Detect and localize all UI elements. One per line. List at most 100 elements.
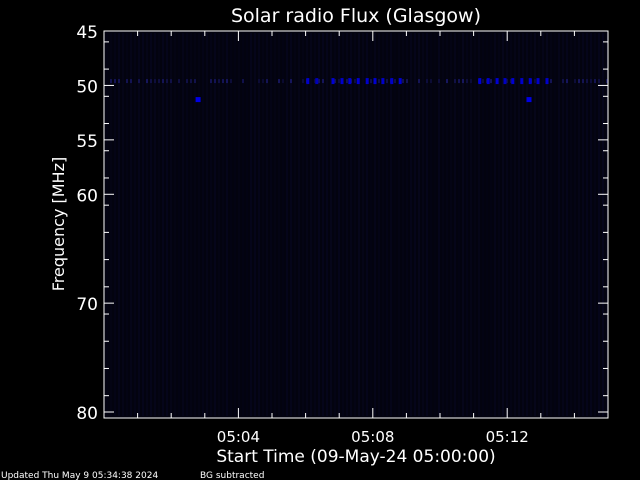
- noise-dot: [138, 79, 140, 84]
- noise-column: [374, 33, 376, 416]
- noise-column: [126, 33, 128, 416]
- noise-dot: [130, 79, 132, 84]
- burst-point: [306, 78, 310, 85]
- burst-point: [528, 78, 532, 85]
- noise-column: [586, 33, 588, 416]
- noise-column: [394, 33, 396, 416]
- noise-column: [422, 33, 424, 416]
- noise-column: [270, 33, 272, 416]
- noise-dot: [402, 79, 404, 84]
- noise-column: [266, 33, 268, 416]
- noise-dot: [462, 79, 464, 84]
- noise-column: [362, 33, 364, 416]
- noise-dot: [430, 79, 432, 84]
- noise-column: [554, 33, 556, 416]
- noise-column: [118, 33, 120, 416]
- noise-column: [594, 33, 596, 416]
- noise-column: [222, 33, 224, 416]
- noise-dot: [346, 79, 348, 84]
- noise-dot: [470, 79, 472, 84]
- noise-dot: [574, 79, 576, 84]
- noise-dot: [566, 79, 568, 84]
- noise-dot: [302, 79, 304, 84]
- burst-point: [390, 78, 394, 85]
- bg-subtracted-note: BG subtracted: [200, 471, 264, 480]
- noise-dot: [170, 79, 172, 84]
- noise-column: [582, 33, 584, 416]
- noise-column: [606, 33, 608, 416]
- noise-dot: [278, 79, 280, 84]
- noise-column: [382, 33, 384, 416]
- burst-point: [526, 97, 532, 103]
- burst-point: [315, 78, 319, 85]
- noise-column: [190, 33, 192, 416]
- y-axis-label: Frequency [MHz]: [49, 157, 68, 291]
- noise-column: [146, 33, 148, 416]
- noise-column: [386, 33, 388, 416]
- burst-point: [348, 78, 352, 85]
- noise-column: [566, 33, 568, 416]
- noise-column: [262, 33, 264, 416]
- noise-column: [510, 33, 512, 416]
- y-tick-label: 50: [76, 77, 98, 97]
- noise-dot: [282, 79, 284, 84]
- noise-column: [402, 33, 404, 416]
- noise-dot: [534, 79, 536, 84]
- background-noise: [104, 31, 608, 418]
- noise-dot: [226, 79, 228, 84]
- noise-column: [278, 33, 280, 416]
- noise-column: [210, 33, 212, 416]
- noise-column: [182, 33, 184, 416]
- burst-point: [536, 78, 540, 85]
- noise-column: [598, 33, 600, 416]
- noise-column: [454, 33, 456, 416]
- axis-ticks: 05:04 05:08 05:12 45 50 55 60 70 80: [76, 23, 608, 446]
- burst-point: [340, 78, 344, 85]
- noise-column: [310, 33, 312, 416]
- noise-column: [378, 33, 380, 416]
- burst-point: [331, 78, 335, 85]
- noise-dot: [114, 79, 116, 84]
- noise-column: [490, 33, 492, 416]
- noise-column: [546, 33, 548, 416]
- noise-dot: [606, 79, 608, 84]
- noise-column: [390, 33, 392, 416]
- noise-column: [466, 33, 468, 416]
- noise-column: [194, 33, 196, 416]
- x-tick-label: 05:12: [486, 428, 529, 446]
- y-tick-label: 55: [76, 132, 98, 152]
- noise-dot: [222, 79, 224, 84]
- noise-dot: [334, 79, 336, 84]
- noise-column: [526, 33, 528, 416]
- noise-column: [226, 33, 228, 416]
- noise-dot: [290, 79, 292, 84]
- noise-column: [558, 33, 560, 416]
- noise-dot: [582, 79, 584, 84]
- noise-dot: [386, 79, 388, 84]
- noise-dot: [406, 79, 408, 84]
- noise-dot: [118, 79, 120, 84]
- noise-column: [174, 33, 176, 416]
- noise-column: [574, 33, 576, 416]
- noise-dot: [210, 79, 212, 84]
- noise-column: [150, 33, 152, 416]
- noise-dot: [394, 79, 396, 84]
- noise-dot: [594, 79, 596, 84]
- noise-column: [350, 33, 352, 416]
- noise-dot: [578, 79, 580, 84]
- noise-column: [502, 33, 504, 416]
- noise-dot: [146, 79, 148, 84]
- noise-column: [410, 33, 412, 416]
- noise-column: [458, 33, 460, 416]
- noise-dot: [438, 79, 440, 84]
- noise-column: [154, 33, 156, 416]
- noise-column: [450, 33, 452, 416]
- noise-dot: [378, 79, 380, 84]
- noise-column: [514, 33, 516, 416]
- noise-dot: [590, 79, 592, 84]
- noise-column: [602, 33, 604, 416]
- noise-column: [482, 33, 484, 416]
- noise-column: [206, 33, 208, 416]
- noise-dot: [454, 79, 456, 84]
